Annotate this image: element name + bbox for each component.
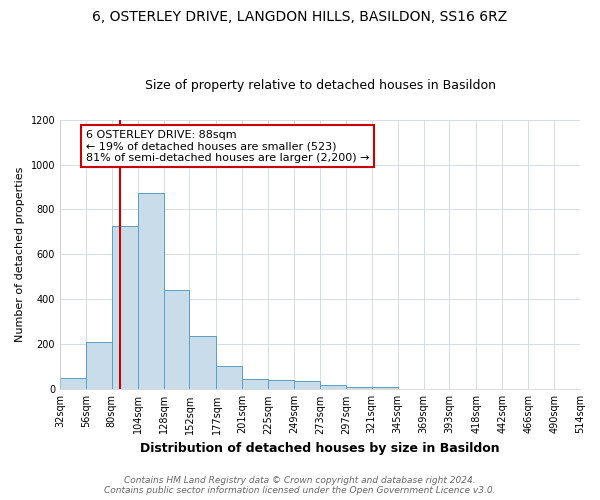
Bar — [242, 379, 268, 390]
Bar — [372, 387, 398, 390]
Bar — [138, 192, 164, 390]
Bar — [294, 382, 320, 390]
Bar — [86, 342, 112, 390]
Bar — [164, 290, 190, 390]
Y-axis label: Number of detached properties: Number of detached properties — [15, 166, 25, 342]
Bar — [268, 380, 294, 390]
Title: Size of property relative to detached houses in Basildon: Size of property relative to detached ho… — [145, 79, 496, 92]
X-axis label: Distribution of detached houses by size in Basildon: Distribution of detached houses by size … — [140, 442, 500, 455]
Bar — [190, 336, 217, 390]
Text: 6 OSTERLEY DRIVE: 88sqm
← 19% of detached houses are smaller (523)
81% of semi-d: 6 OSTERLEY DRIVE: 88sqm ← 19% of detache… — [86, 130, 370, 163]
Text: Contains HM Land Registry data © Crown copyright and database right 2024.
Contai: Contains HM Land Registry data © Crown c… — [104, 476, 496, 495]
Bar — [320, 385, 346, 390]
Bar — [346, 387, 372, 390]
Text: 6, OSTERLEY DRIVE, LANGDON HILLS, BASILDON, SS16 6RZ: 6, OSTERLEY DRIVE, LANGDON HILLS, BASILD… — [92, 10, 508, 24]
Bar — [217, 366, 242, 390]
Bar — [112, 226, 138, 390]
Bar — [60, 378, 86, 390]
